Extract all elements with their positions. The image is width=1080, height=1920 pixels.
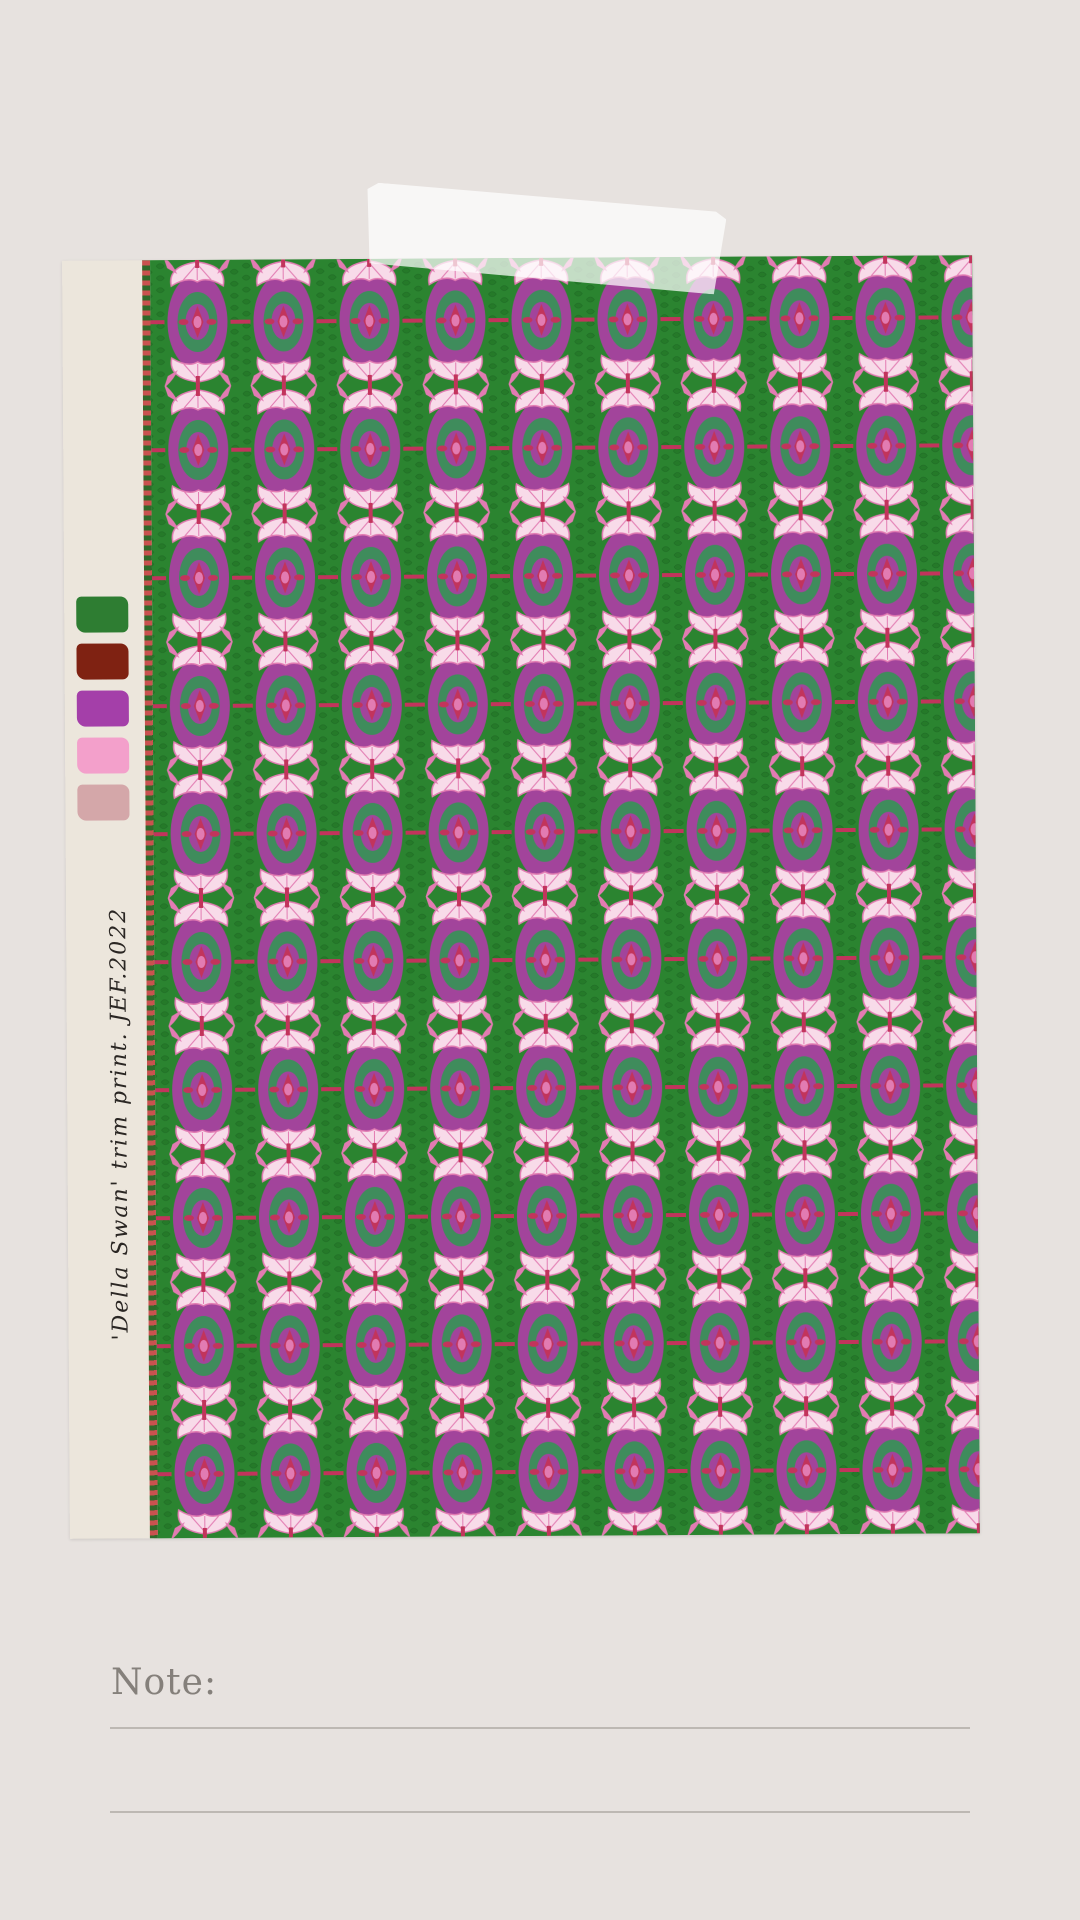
pattern-svg — [150, 255, 980, 1539]
note-line-2 — [110, 1811, 970, 1813]
color-swatch-green — [76, 596, 129, 633]
color-swatch-pink — [77, 737, 130, 774]
pattern-print — [150, 255, 980, 1539]
pattern-fill — [150, 255, 980, 1539]
color-swatch-rust — [76, 643, 129, 680]
note-line-1 — [110, 1727, 970, 1729]
handwritten-label: 'Della Swan' trim print. JEF.2022 — [106, 906, 134, 1341]
color-swatch-dusty-rose — [77, 784, 130, 821]
note-label: Note: — [111, 1662, 218, 1703]
swatch-strip: 'Della Swan' trim print. JEF.2022 — [62, 260, 150, 1539]
fabric-swatch-card: 'Della Swan' trim print. JEF.2022 — [62, 255, 980, 1539]
color-swatch-purple — [76, 690, 129, 727]
